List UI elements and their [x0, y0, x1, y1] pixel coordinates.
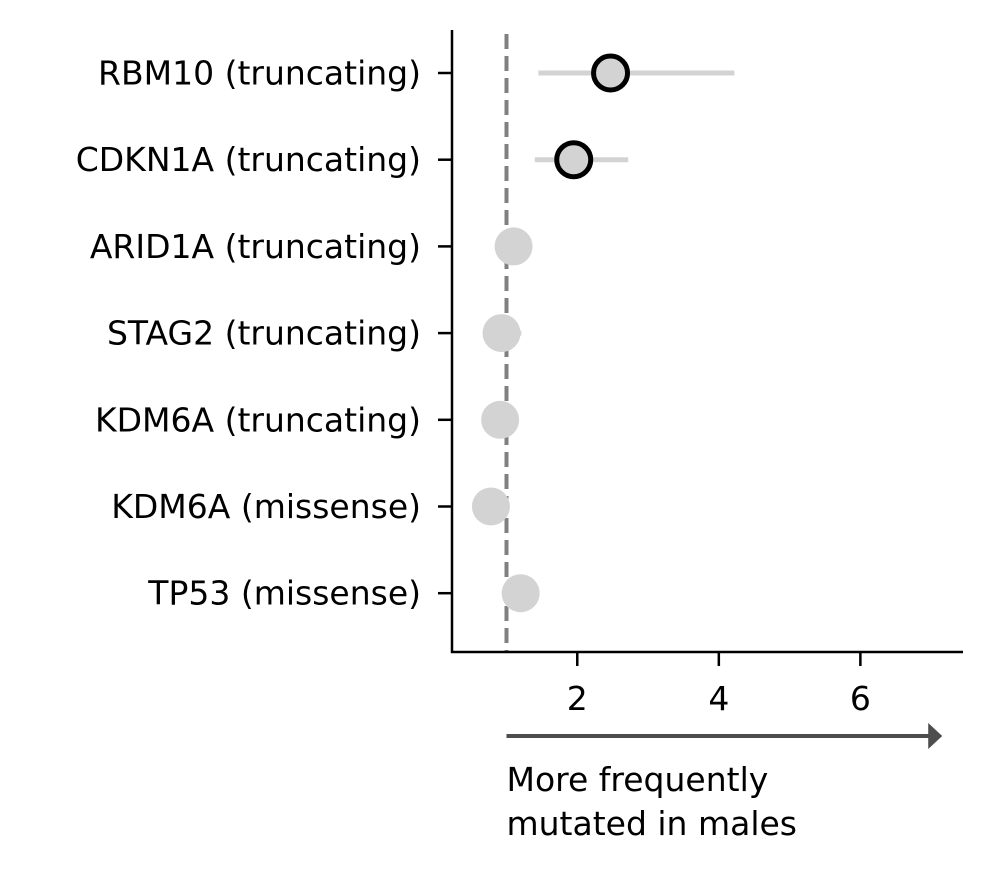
data-point: [482, 314, 521, 353]
data-point: [471, 487, 510, 526]
annotation-arrow-head: [928, 723, 943, 749]
x-tick-label: 2: [567, 679, 588, 718]
y-ticks: RBM10 (truncating) CDKN1A (truncating) ARI…: [76, 54, 452, 613]
data-points: [471, 53, 631, 613]
y-tick-label: RBM10 (truncating): [98, 54, 421, 93]
significant-point: [591, 53, 631, 93]
y-tick-label: KDM6A (missense): [111, 487, 421, 526]
y-tick-label: TP53 (missense): [147, 574, 421, 613]
significant-point: [554, 140, 594, 180]
data-point: [494, 227, 533, 266]
annotation-text-line-1: More frequently: [506, 760, 768, 799]
y-tick-label: STAG2 (truncating): [107, 314, 421, 353]
data-point: [481, 400, 520, 439]
y-tick-label: KDM6A (truncating): [95, 400, 421, 439]
axes: [450, 30, 963, 654]
y-tick-label: CDKN1A (truncating): [76, 140, 421, 179]
x-tick-label: 6: [850, 679, 871, 718]
y-tick-label: ARID1A (truncating): [90, 227, 421, 266]
annotation-text-line-2: mutated in males: [506, 804, 797, 843]
x-tick-label: 4: [708, 679, 729, 718]
data-point: [501, 574, 540, 613]
annotation: More frequently mutated in males: [506, 723, 943, 843]
ci-lines: [501, 70, 735, 336]
x-ticks: 2 4 6: [567, 652, 871, 718]
